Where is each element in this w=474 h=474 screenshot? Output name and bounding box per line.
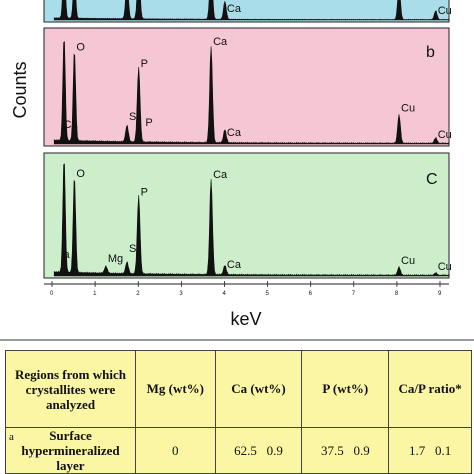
header-mg: Mg (wt%) [135, 350, 216, 428]
element-label: Ca [213, 36, 228, 48]
x-tick-label: 1 [93, 291, 97, 297]
element-label: O [76, 168, 85, 180]
cell-ca: 62.5 0.9 [214, 427, 303, 474]
x-tick-label: 9 [438, 291, 442, 297]
x-tick-label: 5 [266, 291, 270, 297]
element-label: Cu [438, 129, 452, 141]
element-label: Ca [227, 3, 242, 15]
x-tick-label: 0 [50, 291, 54, 297]
element-label: O [76, 42, 85, 54]
header-regions: Regions from which crystallites were ana… [5, 350, 136, 428]
x-axis-label: keV [230, 309, 261, 329]
x-tick-label: 6 [309, 291, 313, 297]
element-label: P [141, 187, 148, 199]
element-label: Cu [401, 102, 415, 114]
cell-region: a Surface hypermineralized layer [5, 427, 136, 474]
x-tick-label: 7 [352, 291, 356, 297]
cell-mg: 0 [135, 427, 216, 474]
element-label: P [141, 58, 148, 70]
table-row: a Surface hypermineralized layer 0 62.5 … [5, 427, 472, 474]
element-label: Cu [401, 255, 415, 267]
element-label: P [145, 117, 152, 129]
element-label: Cu [438, 5, 452, 17]
header-ca: Ca (wt%) [214, 350, 303, 428]
x-tick-label: 8 [395, 291, 399, 297]
element-label: Ca [213, 169, 228, 181]
y-axis-label: Counts [10, 61, 30, 118]
element-label: Si [129, 111, 139, 123]
spectrum-trace-2 [53, 41, 450, 145]
eds-spectra-chart: Ca Cu O P Ca Si P Ca Ca Cu Cu b O P Ca Mg Si a Ca Cu Cu C 0 1 2 3… [0, 0, 474, 341]
panel-letter: C [426, 171, 438, 188]
element-label: a [63, 249, 70, 261]
region-name: Surface hypermineralized layer [21, 428, 120, 473]
element-label: Ca [227, 127, 242, 139]
x-tick-label: 4 [222, 291, 226, 297]
cell-p: 37.5 0.9 [301, 427, 390, 474]
row-letter: a [9, 431, 14, 443]
element-label: Ca [227, 259, 242, 271]
spectrum-trace-3 [53, 163, 450, 277]
element-label: Cu [438, 261, 452, 273]
x-tick-label: 2 [136, 291, 140, 297]
spectrum-trace-1 [53, 0, 450, 21]
cell-ratio: 1.7 0.1 [388, 427, 472, 474]
spectrum-panel-1 [43, 0, 450, 23]
element-label: Ca [63, 119, 78, 131]
composition-table-wrapper: Regions from which crystallites were ana… [5, 350, 472, 474]
composition-table: Regions from which crystallites were ana… [5, 350, 472, 474]
spectrum-panel-2 [43, 27, 450, 147]
header-p: P (wt%) [301, 350, 390, 428]
table-header-row: Regions from which crystallites were ana… [5, 350, 472, 428]
spectrum-panel-3 [43, 152, 450, 279]
header-ca-p-ratio: Ca/P ratio* [388, 350, 472, 428]
panel-letter: b [426, 44, 435, 61]
x-tick-label: 3 [179, 291, 183, 297]
element-label: Si [129, 243, 139, 255]
element-label: Mg [108, 253, 123, 265]
